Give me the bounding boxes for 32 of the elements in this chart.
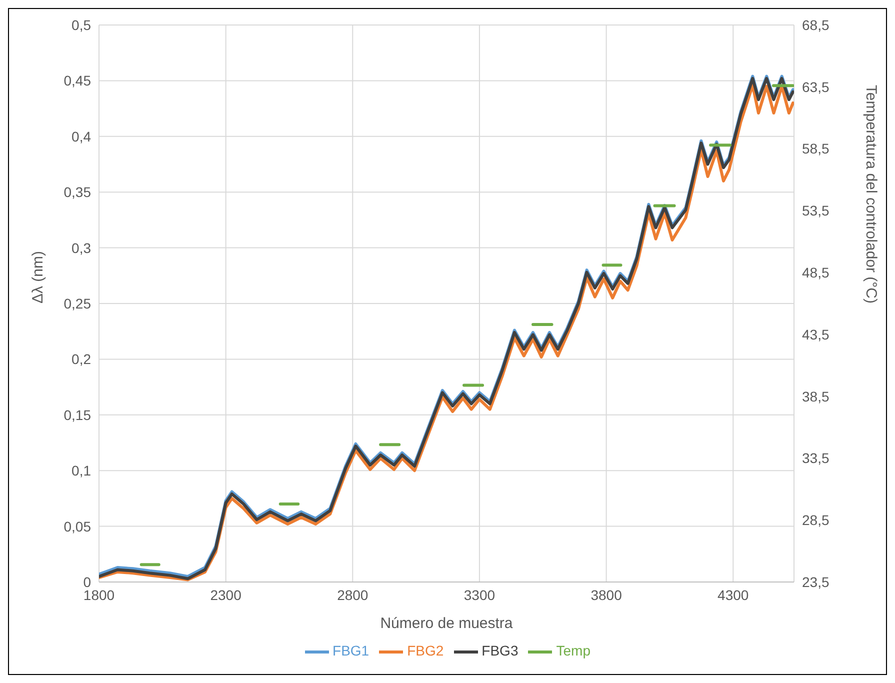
x-tick-label: 2800 <box>337 586 368 603</box>
y-tick-label: 0,4 <box>72 128 92 144</box>
y-tick-label: 0,25 <box>64 295 92 312</box>
y2-tick-label: 33,5 <box>802 450 830 466</box>
y2-tick-label: 23,5 <box>802 574 830 590</box>
y2-axis-title: Temperatura del controlador (°C) <box>862 84 880 304</box>
y-axis-title: Δλ (nm) <box>29 250 46 304</box>
legend-label: FBG3 <box>482 642 518 659</box>
y-tick-label: 0,2 <box>72 351 92 368</box>
y2-tick-label: 38,5 <box>802 388 830 404</box>
y-tick-label: 0,3 <box>72 240 92 256</box>
y2-tick-label: 58,5 <box>802 140 830 157</box>
legend-label: FBG1 <box>332 642 370 659</box>
y-tick-label: 0,35 <box>64 184 92 200</box>
y2-tick-label: 48,5 <box>802 264 830 281</box>
y2-tick-label: 28,5 <box>802 512 830 528</box>
y2-tick-label: 53,5 <box>802 202 830 219</box>
y-tick-label: 0,05 <box>64 518 92 534</box>
legend-label: FBG2 <box>407 642 444 659</box>
y2-tick-label: 63,5 <box>802 78 830 95</box>
x-tick-label: 2300 <box>210 586 242 603</box>
y-tick-label: 0,45 <box>64 72 92 89</box>
x-axis-title: Número de muestra <box>380 615 514 632</box>
y-tick-label: 0,5 <box>72 16 92 33</box>
y2-tick-label: 68,5 <box>802 16 830 33</box>
x-tick-label: 3300 <box>464 586 496 603</box>
y2-tick-label: 43,5 <box>802 326 830 342</box>
y-tick-label: 0,1 <box>72 462 92 479</box>
y-tick-label: 0,15 <box>64 406 92 423</box>
legend-label: Temp <box>556 642 590 659</box>
x-tick-label: 4300 <box>718 586 749 603</box>
x-tick-label: 3800 <box>590 586 622 603</box>
